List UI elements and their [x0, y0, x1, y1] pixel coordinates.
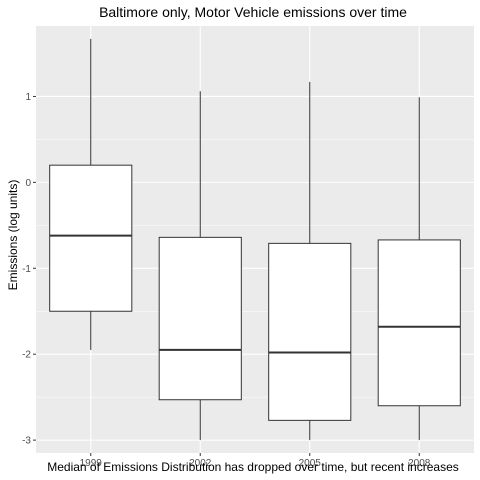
box-group-1999	[49, 38, 133, 350]
box-series	[49, 38, 461, 441]
y-tick-label: -1	[22, 264, 31, 275]
x-tick-label: 2002	[189, 458, 212, 469]
box-body	[158, 236, 242, 401]
box-body	[49, 164, 133, 312]
y-tick-label: -3	[22, 436, 31, 447]
box-body	[377, 239, 461, 407]
box-body	[268, 242, 352, 421]
x-axis-label: Median of Emissions Distribution has dro…	[47, 460, 459, 474]
x-tick-label: 2005	[299, 458, 322, 469]
y-tick-label: -2	[22, 350, 31, 361]
y-tick-label: 1	[25, 92, 31, 103]
chart-title: Baltimore only, Motor Vehicle emissions …	[99, 4, 407, 20]
y-axis: -3 -2 -1 0 1	[22, 92, 36, 447]
y-tick-label: 0	[25, 178, 31, 189]
x-axis: 1999 2002 2005 2008	[80, 453, 431, 469]
y-axis-label: Emissions (log units)	[6, 180, 20, 291]
box-group-2008	[377, 97, 461, 441]
x-tick-label: 2008	[408, 458, 431, 469]
box-group-2005	[268, 81, 352, 441]
x-tick-label: 1999	[80, 458, 103, 469]
box-group-2002	[158, 91, 242, 441]
